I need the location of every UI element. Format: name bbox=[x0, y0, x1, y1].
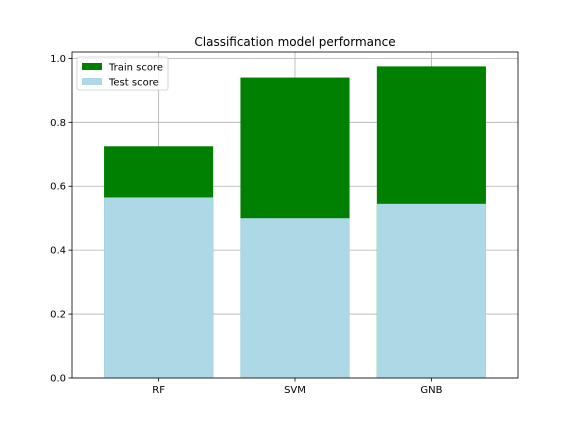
x-tick-label-svm: SVM bbox=[284, 385, 306, 396]
chart-title: Classification model performance bbox=[194, 35, 395, 49]
legend-label-test-score: Test score bbox=[108, 78, 159, 89]
x-tick-label-rf: RF bbox=[152, 385, 165, 396]
y-tick-label: 0.6 bbox=[50, 182, 66, 193]
test-score-bar-rf bbox=[104, 197, 214, 378]
y-tick-label: 0.2 bbox=[50, 310, 66, 321]
y-tick-label: 0.8 bbox=[50, 118, 66, 129]
test-score-bar-svm bbox=[240, 218, 350, 378]
axis-ticks: 0.0 0.2 0.4 0.6 0.8 1.0 RF SVM GNB bbox=[50, 54, 442, 396]
legend: Train score Test score bbox=[76, 56, 169, 91]
test-score-bar-gnb bbox=[376, 203, 486, 378]
y-tick-label: 1.0 bbox=[50, 54, 66, 65]
legend-label-train-score: Train score bbox=[108, 63, 163, 74]
y-tick-label: 0.4 bbox=[50, 246, 66, 257]
legend-swatch-train-score bbox=[82, 63, 102, 70]
x-tick-label-gnb: GNB bbox=[420, 385, 442, 396]
legend-swatch-test-score bbox=[82, 78, 102, 85]
y-tick-label: 0.0 bbox=[50, 374, 66, 385]
bars bbox=[104, 66, 486, 378]
